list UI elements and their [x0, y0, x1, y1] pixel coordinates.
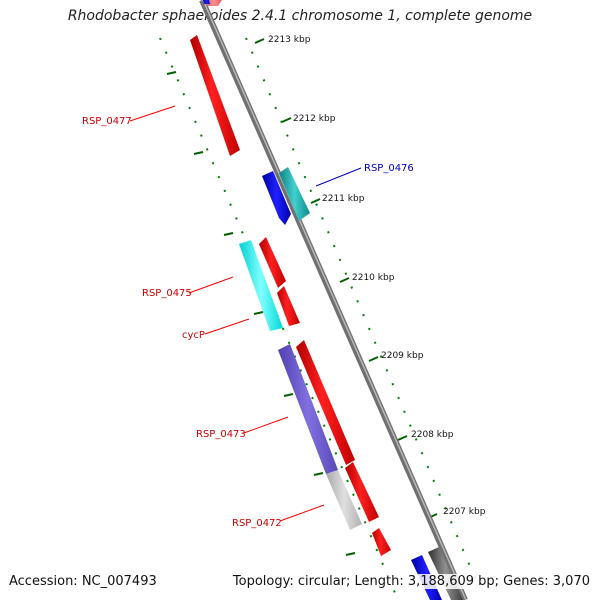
gene-rsp-0476-blue[interactable]: [262, 171, 291, 225]
chromosome-backbone: [199, 0, 468, 600]
inner-major-ticks: [166, 71, 356, 556]
gene-small-red[interactable]: [372, 528, 391, 556]
map-title: Rhodobacter sphaeroides 2.4.1 chromosome…: [67, 8, 533, 24]
gene-rsp-0476[interactable]: [279, 167, 310, 221]
gene-rsp-0473[interactable]: [296, 340, 355, 465]
callout-line-rsp-0472: [279, 504, 325, 522]
gene-label-rsp-0475[interactable]: RSP_0475: [142, 288, 192, 299]
ruler-label-2207: 2207 kbp: [443, 507, 486, 517]
callout-line-rsp-0477: [129, 105, 176, 122]
gene-cycp[interactable]: [277, 286, 300, 326]
ruler-label-2213: 2213 kbp: [268, 35, 311, 45]
gene-label-rsp-0476[interactable]: RSP_0476: [364, 163, 414, 174]
ruler-major-ticks: [254, 38, 438, 519]
gene-rsp-0472[interactable]: [345, 462, 379, 522]
gene-rsp-0472-gray[interactable]: [326, 470, 362, 530]
gene-rsp-0477[interactable]: [190, 35, 240, 156]
accession-text: Accession: NC_007493: [7, 574, 159, 589]
gene-rsp-0473-purple[interactable]: [278, 344, 338, 474]
callout-line-cycp: [204, 318, 250, 335]
gene-top-blue[interactable]: [203, 0, 210, 4]
ruler-label-2209: 2209 kbp: [381, 351, 424, 361]
ruler-label-2208: 2208 kbp: [411, 430, 454, 440]
gene-features[interactable]: [190, 0, 463, 600]
gene-rsp-0475[interactable]: [239, 240, 283, 331]
topology-text: Topology: circular; Length: 3,188,609 bp…: [230, 574, 592, 589]
gene-label-rsp-0473[interactable]: RSP_0473: [196, 429, 246, 440]
backbone-highlight: [202, 0, 467, 600]
gene-label-cycp[interactable]: cycP: [182, 330, 205, 341]
gene-label-rsp-0472[interactable]: RSP_0472: [232, 518, 282, 529]
gene-rsp-0475-red[interactable]: [259, 237, 286, 288]
callout-line-rsp-0475: [188, 276, 234, 294]
callout-line-rsp-0476: [315, 167, 362, 187]
ruler-label-2211: 2211 kbp: [322, 194, 365, 204]
ruler-label-2210: 2210 kbp: [352, 273, 395, 283]
ruler-label-2212: 2212 kbp: [293, 114, 336, 124]
callout-line-rsp-0473: [243, 416, 289, 434]
gene-label-rsp-0477[interactable]: RSP_0477: [82, 116, 132, 127]
